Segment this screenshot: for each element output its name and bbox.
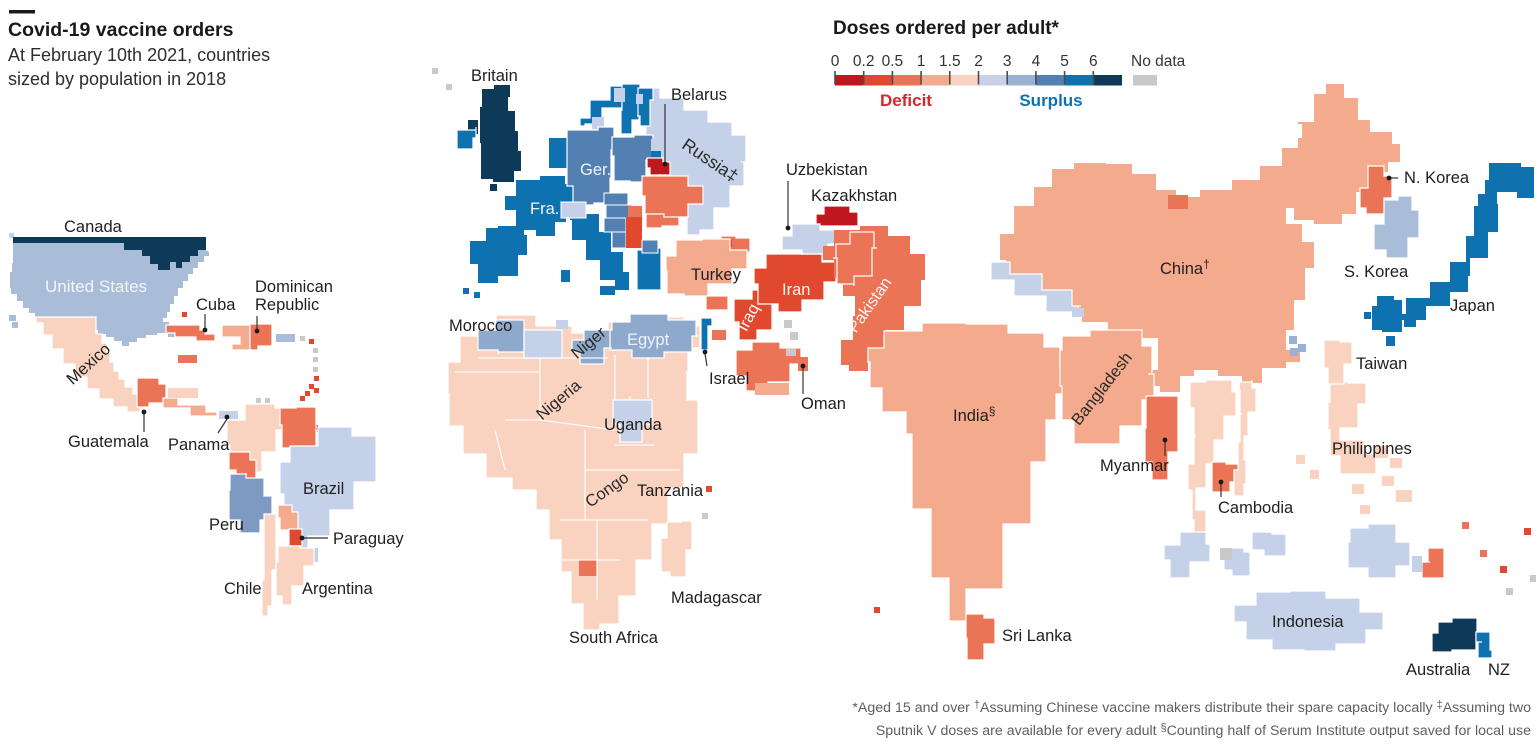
svg-text:Belarus: Belarus bbox=[671, 86, 727, 104]
svg-text:S. Korea: S. Korea bbox=[1344, 263, 1409, 281]
svg-text:4: 4 bbox=[1032, 53, 1041, 70]
svg-text:NZ: NZ bbox=[1488, 661, 1510, 679]
svg-text:0.2: 0.2 bbox=[853, 53, 875, 70]
svg-text:Tanzania: Tanzania bbox=[637, 482, 704, 500]
svg-text:Republic: Republic bbox=[255, 296, 319, 314]
svg-text:6: 6 bbox=[1089, 53, 1098, 70]
svg-text:2: 2 bbox=[974, 53, 983, 70]
svg-text:Cuba: Cuba bbox=[196, 296, 236, 314]
svg-text:1: 1 bbox=[917, 53, 926, 70]
svg-text:Ger.: Ger. bbox=[580, 161, 611, 179]
svg-text:South Africa: South Africa bbox=[569, 629, 659, 647]
svg-text:Fra.: Fra. bbox=[530, 200, 559, 218]
svg-text:Philippines: Philippines bbox=[1332, 440, 1412, 458]
svg-text:No data: No data bbox=[1131, 53, 1186, 70]
svg-text:Britain: Britain bbox=[471, 67, 518, 85]
svg-text:Japan: Japan bbox=[1450, 297, 1495, 315]
svg-text:India§: India§ bbox=[953, 404, 995, 425]
svg-text:Madagascar: Madagascar bbox=[671, 589, 762, 607]
svg-text:Turkey: Turkey bbox=[691, 266, 742, 284]
svg-text:At February 10th 2021, countri: At February 10th 2021, countries bbox=[8, 45, 270, 65]
svg-text:Covid-19 vaccine orders: Covid-19 vaccine orders bbox=[8, 19, 234, 41]
svg-text:Uganda: Uganda bbox=[604, 416, 663, 434]
svg-text:Uzbekistan: Uzbekistan bbox=[786, 161, 868, 179]
svg-text:Iran: Iran bbox=[782, 281, 810, 299]
svg-text:Canada: Canada bbox=[64, 218, 123, 236]
svg-text:Guatemala: Guatemala bbox=[68, 433, 150, 451]
svg-text:3: 3 bbox=[1003, 53, 1012, 70]
svg-text:Deficit: Deficit bbox=[880, 91, 932, 110]
svg-text:Oman: Oman bbox=[801, 395, 846, 413]
svg-text:sized by population in 2018: sized by population in 2018 bbox=[8, 69, 226, 89]
svg-text:Kazakhstan: Kazakhstan bbox=[811, 187, 897, 205]
svg-text:Australia: Australia bbox=[1406, 661, 1471, 679]
svg-text:Sri Lanka: Sri Lanka bbox=[1002, 627, 1073, 645]
svg-text:Morocco: Morocco bbox=[449, 317, 512, 335]
svg-text:Taiwan: Taiwan bbox=[1356, 355, 1407, 373]
svg-text:Chile: Chile bbox=[224, 580, 262, 598]
svg-text:5: 5 bbox=[1060, 53, 1069, 70]
svg-text:N. Korea: N. Korea bbox=[1404, 169, 1470, 187]
svg-text:Dominican: Dominican bbox=[255, 278, 333, 296]
svg-text:Surplus: Surplus bbox=[1019, 91, 1082, 110]
svg-text:*Aged 15 and over †Assuming Ch: *Aged 15 and over †Assuming Chinese vacc… bbox=[852, 699, 1531, 716]
svg-text:Paraguay: Paraguay bbox=[333, 530, 404, 548]
svg-text:Israel: Israel bbox=[709, 370, 749, 388]
svg-text:Doses ordered per adult*: Doses ordered per adult* bbox=[833, 18, 1060, 39]
svg-text:Sputnik V doses are available: Sputnik V doses are available for every … bbox=[876, 722, 1531, 739]
svg-text:China†: China† bbox=[1160, 257, 1210, 278]
svg-text:Cambodia: Cambodia bbox=[1218, 499, 1294, 517]
svg-text:Egypt: Egypt bbox=[627, 331, 670, 349]
svg-text:Panama: Panama bbox=[168, 436, 230, 454]
svg-text:United States: United States bbox=[45, 277, 147, 296]
svg-text:Argentina: Argentina bbox=[302, 580, 373, 598]
svg-text:Brazil: Brazil bbox=[303, 480, 344, 498]
svg-text:0.5: 0.5 bbox=[882, 53, 904, 70]
svg-text:1.5: 1.5 bbox=[939, 53, 961, 70]
svg-text:0: 0 bbox=[831, 53, 840, 70]
svg-text:Peru: Peru bbox=[209, 516, 244, 534]
svg-text:Myanmar: Myanmar bbox=[1100, 457, 1169, 475]
svg-text:Indonesia: Indonesia bbox=[1272, 613, 1344, 631]
